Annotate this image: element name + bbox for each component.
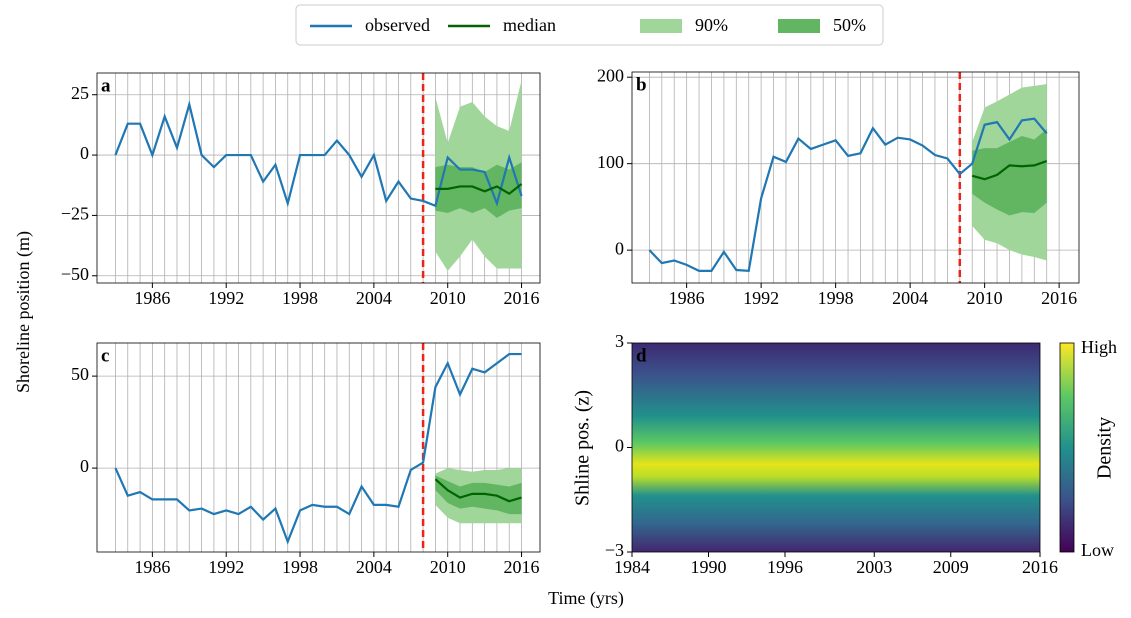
legend-label: 90% (695, 15, 728, 35)
legend-label: 50% (833, 15, 866, 35)
x-tick-label: 1986 (669, 288, 705, 308)
panel-label: d (636, 345, 647, 366)
x-tick-label: 2010 (967, 288, 1003, 308)
observed-line (114, 100, 523, 208)
x-tick-label: 2016 (504, 288, 540, 308)
median-line (971, 160, 1048, 181)
legend-box (295, 4, 884, 46)
x-tick-label: 1986 (134, 288, 170, 308)
x-tick-label: 2016 (1041, 288, 1077, 308)
x-tick-label: 1998 (818, 288, 854, 308)
y-tick-label: 0 (80, 143, 89, 163)
x-axis-label: Time (yrs) (548, 588, 624, 609)
band-p50 (435, 162, 522, 218)
y-tick-label: 0 (615, 436, 624, 456)
y-axis-label: Shoreline position (m) (13, 231, 34, 393)
axes-frame (96, 342, 541, 553)
colorbar-high: High (1081, 337, 1117, 357)
x-tick-label: 1998 (282, 557, 318, 577)
density-field (632, 343, 1040, 552)
x-tick-label: 1992 (208, 557, 244, 577)
y-tick-label: 25 (71, 83, 89, 103)
colorbar-low: Low (1081, 540, 1114, 560)
legend-label: median (503, 15, 556, 35)
x-tick-label: 2010 (430, 288, 466, 308)
y-tick-label: 0 (615, 238, 624, 258)
legend-label: observed (365, 15, 430, 35)
y-tick-label: 100 (597, 152, 624, 172)
x-tick-label: 1998 (282, 288, 318, 308)
observed-line (114, 352, 522, 545)
x-tick-label: 2016 (1022, 557, 1058, 577)
axes-frame (631, 71, 1080, 284)
panel-label: a (101, 75, 111, 96)
median-line (435, 183, 523, 196)
x-tick-label: 1986 (134, 557, 170, 577)
x-tick-label: 2009 (933, 557, 969, 577)
y-tick-label: −3 (605, 540, 624, 560)
median-line (434, 478, 522, 503)
x-tick-label: 2004 (356, 288, 392, 308)
x-tick-label: 2004 (356, 557, 392, 577)
x-tick-label: 1992 (743, 288, 779, 308)
observed-line (648, 117, 1048, 273)
x-tick-label: 1990 (691, 557, 727, 577)
band-p50 (972, 129, 1047, 216)
x-tick-label: 2003 (856, 557, 892, 577)
y-tick-label: 200 (597, 65, 624, 85)
y-tick-label: −25 (61, 204, 89, 224)
x-tick-label: 1996 (767, 557, 803, 577)
panel-label: b (636, 74, 647, 95)
legend-swatch (640, 19, 682, 33)
x-tick-label: 2010 (430, 557, 466, 577)
x-tick-label: 1984 (614, 557, 650, 577)
x-tick-label: 1992 (208, 288, 244, 308)
y-tick-label: 3 (615, 331, 624, 351)
colorbar-label: Density (1094, 417, 1116, 479)
panel-label: c (101, 345, 109, 366)
y-tick-label: −50 (61, 264, 89, 284)
legend-swatch (778, 19, 820, 33)
x-tick-label: 2016 (504, 557, 540, 577)
colorbar (1059, 342, 1075, 553)
y-tick-label: 50 (71, 364, 89, 384)
y-axis-label: Shline pos. (z) (572, 390, 594, 506)
axes-frame (96, 72, 541, 284)
y-tick-label: 0 (80, 456, 89, 476)
x-tick-label: 2004 (892, 288, 928, 308)
